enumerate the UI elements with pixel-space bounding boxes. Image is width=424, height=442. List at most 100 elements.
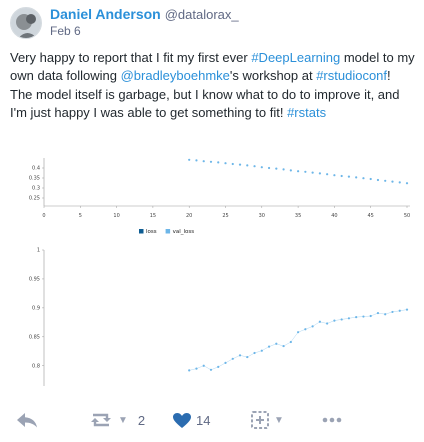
- display-name[interactable]: Daniel Anderson: [50, 6, 161, 22]
- y-tick-label: 0.95: [29, 277, 40, 283]
- data-point: [246, 355, 249, 359]
- x-tick-label: 25: [222, 213, 228, 219]
- data-point: [282, 168, 285, 171]
- data-point: [376, 178, 380, 182]
- data-point: [326, 322, 329, 325]
- data-point: [202, 364, 205, 367]
- data-point: [304, 328, 307, 331]
- data-point: [238, 163, 242, 166]
- favourite-button[interactable]: 14: [172, 412, 210, 429]
- data-point: [246, 164, 249, 167]
- data-point: [355, 316, 358, 319]
- data-point: [405, 308, 409, 311]
- data-point: [326, 173, 329, 176]
- y-tick-label: 0.85: [29, 335, 40, 341]
- status-header: Daniel Anderson @datalorax_ Feb 6: [10, 6, 239, 40]
- data-point: [398, 181, 401, 184]
- data-point: [318, 172, 321, 175]
- ellipsis-icon: [322, 417, 342, 423]
- x-tick-label: 0: [42, 213, 45, 219]
- data-point: [297, 331, 300, 334]
- add-box-icon: [251, 411, 269, 429]
- x-tick-label: 50: [404, 213, 410, 219]
- data-point: [188, 158, 191, 161]
- data-point: [405, 182, 409, 185]
- data-point: [267, 345, 271, 348]
- data-point: [195, 367, 198, 370]
- legend-swatch: [139, 229, 144, 234]
- series-line: [189, 309, 408, 371]
- y-tick-label: 0.35: [29, 176, 40, 182]
- mention-bradleyboehmke[interactable]: @bradleyboehmke: [120, 68, 230, 84]
- more-options-button[interactable]: [322, 417, 342, 423]
- data-point: [384, 179, 387, 182]
- content-text: ! The model itself is garbage, but I kno…: [10, 68, 400, 121]
- data-point: [275, 167, 278, 170]
- y-tick-label: 1: [37, 248, 40, 254]
- data-point: [253, 351, 256, 355]
- data-point: [391, 180, 394, 183]
- data-point: [333, 174, 336, 177]
- data-point: [202, 160, 205, 163]
- data-point: [304, 170, 307, 173]
- boost-button[interactable]: ▼ 2: [88, 411, 145, 429]
- chevron-down-icon: ▼: [118, 414, 128, 426]
- data-point: [224, 361, 227, 364]
- favourite-count: 14: [196, 412, 211, 428]
- data-point: [195, 159, 198, 162]
- data-point: [391, 310, 394, 314]
- data-point: [260, 166, 263, 169]
- legend-label: val_loss: [173, 229, 195, 235]
- x-tick-label: 10: [113, 213, 119, 219]
- data-point: [376, 311, 380, 315]
- data-point: [369, 177, 372, 181]
- hashtag-deeplearning[interactable]: #DeepLearning: [251, 50, 341, 65]
- data-point: [217, 365, 220, 369]
- data-point: [231, 162, 234, 166]
- hashtag-rstats[interactable]: #rstats: [287, 105, 327, 121]
- data-point: [347, 317, 351, 320]
- data-point: [362, 177, 365, 180]
- data-point: [362, 315, 365, 318]
- data-point: [275, 342, 278, 345]
- y-tick-label: 0.3: [32, 186, 40, 192]
- data-point: [297, 170, 300, 173]
- data-point: [333, 319, 336, 322]
- data-point: [355, 176, 358, 179]
- y-tick-label: 0.9: [32, 306, 40, 312]
- data-point: [267, 166, 271, 170]
- hashtag-rstudioconf[interactable]: #rstudioconf: [316, 68, 388, 84]
- x-tick-label: 5: [79, 213, 82, 219]
- boost-count: 2: [137, 412, 146, 428]
- status-content: Very happy to report that I fit my first…: [10, 49, 416, 123]
- data-point: [209, 368, 213, 371]
- data-point: [289, 169, 292, 172]
- x-tick-label: 15: [150, 213, 156, 219]
- bookmark-menu-button[interactable]: ▼: [250, 410, 284, 430]
- reply-button[interactable]: [16, 412, 38, 428]
- data-point: [188, 369, 191, 372]
- data-point: [311, 325, 314, 328]
- x-tick-label: 45: [368, 213, 374, 219]
- data-point: [224, 162, 227, 165]
- data-point: [238, 354, 242, 357]
- status-date[interactable]: Feb 6: [50, 24, 81, 38]
- content-text: model to my own data following: [10, 50, 415, 84]
- x-tick-label: 40: [331, 213, 337, 219]
- heart-icon: [173, 412, 191, 428]
- x-tick-label: 20: [186, 213, 192, 219]
- avatar[interactable]: [10, 7, 42, 39]
- account-handle[interactable]: @datalorax_: [164, 7, 239, 22]
- legend-label: loss: [146, 229, 157, 235]
- avatar-image: [11, 8, 41, 38]
- data-point: [340, 318, 343, 321]
- status-action-bar: ▼ 2 14 ▼: [0, 398, 424, 442]
- reply-icon: [17, 413, 37, 428]
- data-point: [340, 174, 343, 178]
- media-attachment[interactable]: 0.4 0.35 0.3 0.25 0 5 10 15 20 25 30 35 40 45 50 loss va…: [10, 156, 414, 386]
- x-tick-label: 35: [295, 213, 301, 219]
- data-point: [311, 171, 314, 174]
- data-point: [217, 161, 220, 164]
- data-point: [318, 320, 321, 323]
- x-tick-label: 30: [259, 213, 265, 219]
